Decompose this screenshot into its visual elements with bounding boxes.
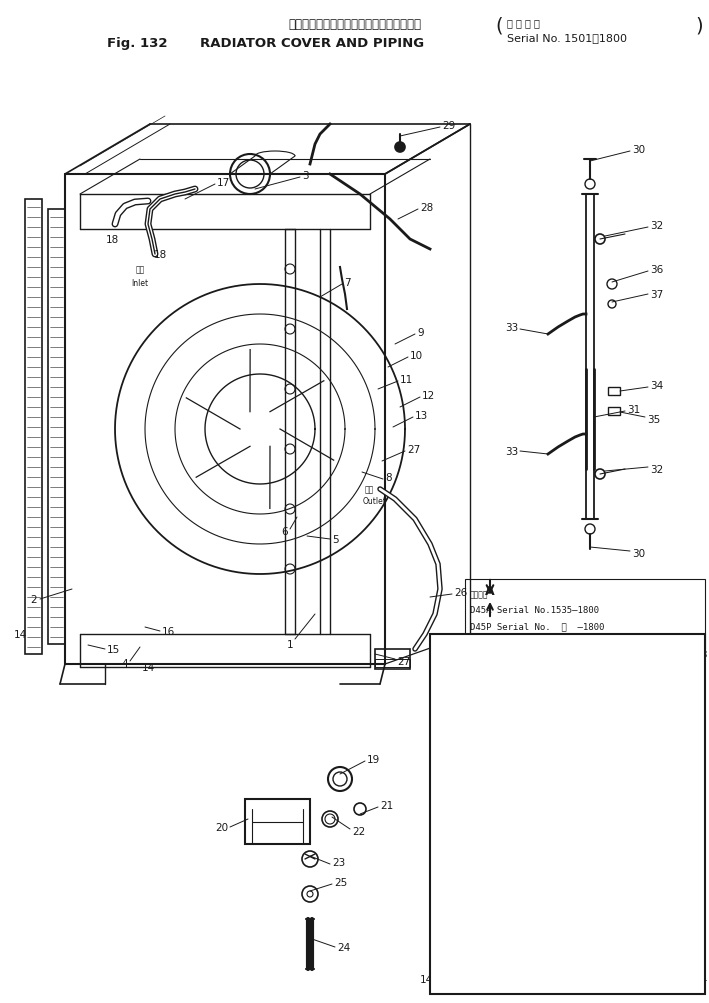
Text: 14: 14 <box>695 974 708 984</box>
Text: ): ) <box>695 16 703 35</box>
Text: 12: 12 <box>422 390 435 400</box>
Text: Fig. 132: Fig. 132 <box>107 37 167 50</box>
Text: 入口: 入口 <box>135 265 145 274</box>
Text: 27: 27 <box>397 656 411 666</box>
Text: 29: 29 <box>442 121 455 130</box>
Text: 2: 2 <box>472 984 479 994</box>
Bar <box>430 634 705 994</box>
Bar <box>375 659 410 667</box>
Text: 9: 9 <box>417 328 423 338</box>
Text: 11: 11 <box>400 375 413 384</box>
Text: 32: 32 <box>650 221 663 231</box>
Text: Serial No. 1501～1800: Serial No. 1501～1800 <box>507 33 627 43</box>
Text: 8: 8 <box>385 472 391 482</box>
Text: 3: 3 <box>700 649 707 659</box>
Text: 26: 26 <box>454 588 467 598</box>
Text: 21: 21 <box>380 800 393 810</box>
Text: 適用号機: 適用号機 <box>470 590 489 599</box>
Text: 18: 18 <box>106 235 118 245</box>
Circle shape <box>395 142 405 152</box>
Text: 4: 4 <box>121 658 128 668</box>
Text: 18: 18 <box>153 250 167 260</box>
Text: 17: 17 <box>217 178 230 188</box>
Text: 33: 33 <box>505 323 518 333</box>
Text: 2: 2 <box>30 595 37 605</box>
Text: 14: 14 <box>13 629 27 639</box>
Text: 37: 37 <box>650 290 663 300</box>
Text: 1: 1 <box>286 639 293 649</box>
Text: 34: 34 <box>650 380 663 390</box>
Text: 30: 30 <box>632 144 645 154</box>
Text: Inlet: Inlet <box>131 278 149 287</box>
Text: 19: 19 <box>367 754 380 764</box>
Text: 10: 10 <box>410 351 423 361</box>
Text: 14: 14 <box>141 662 155 672</box>
Text: 4: 4 <box>517 984 524 994</box>
Text: D45P Serial No.  ・  —1800: D45P Serial No. ・ —1800 <box>470 622 604 630</box>
Text: 25: 25 <box>334 878 347 887</box>
Text: 7: 7 <box>344 278 351 288</box>
Text: 3: 3 <box>302 171 308 181</box>
Text: 33: 33 <box>505 446 518 456</box>
Bar <box>608 387 620 395</box>
Text: 出口: 出口 <box>365 485 374 494</box>
Text: 24: 24 <box>337 942 350 952</box>
Text: 6: 6 <box>281 527 288 537</box>
Text: (: ( <box>496 16 503 35</box>
Text: 30: 30 <box>632 549 645 559</box>
Text: 適 用 号 機: 適 用 号 機 <box>507 18 540 28</box>
Text: D45S Serial No.1501—1800: D45S Serial No.1501—1800 <box>470 637 599 646</box>
Text: 23: 23 <box>332 858 345 868</box>
Text: 28: 28 <box>420 203 433 213</box>
Bar <box>245 799 310 845</box>
Text: 32: 32 <box>650 464 663 474</box>
Text: 36: 36 <box>650 265 663 275</box>
Text: 31: 31 <box>627 404 640 414</box>
Text: A: A <box>485 585 495 598</box>
Text: RADIATOR COVER AND PIPING: RADIATOR COVER AND PIPING <box>200 37 424 50</box>
Text: 5: 5 <box>332 535 339 545</box>
Text: ラジエータ　カバー　および　パイピング: ラジエータ カバー および パイピング <box>289 18 421 31</box>
Text: 27: 27 <box>407 444 420 454</box>
Bar <box>465 580 705 649</box>
Text: 14: 14 <box>420 974 433 984</box>
Bar <box>48 210 65 644</box>
Text: 16: 16 <box>162 627 175 636</box>
Bar <box>25 200 42 654</box>
Text: D45A Serial No.1535—1800: D45A Serial No.1535—1800 <box>470 606 599 615</box>
Bar <box>608 407 620 415</box>
Text: 1: 1 <box>700 974 707 984</box>
Text: 13: 13 <box>415 410 428 420</box>
Bar <box>375 649 410 669</box>
Text: Outlet: Outlet <box>363 497 387 506</box>
Text: 15: 15 <box>107 644 121 654</box>
Text: 35: 35 <box>647 414 660 424</box>
Text: 20: 20 <box>215 822 228 832</box>
Text: 22: 22 <box>352 826 365 837</box>
